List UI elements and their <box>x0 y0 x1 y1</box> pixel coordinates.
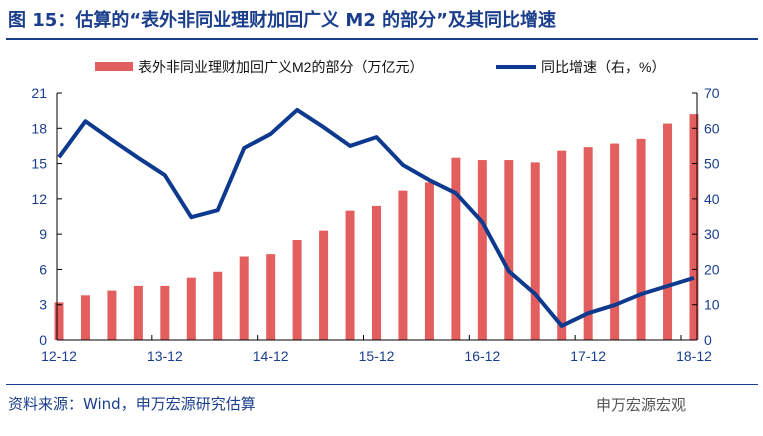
bar-17-06 <box>530 162 540 340</box>
bar-13-12 <box>160 285 170 340</box>
x-tick-label: 17-12 <box>570 348 606 364</box>
y-left-tick-label: 0 <box>39 332 47 348</box>
x-tick-label: 15-12 <box>359 348 395 364</box>
bar-14-12 <box>266 254 276 340</box>
bar-13-03 <box>80 295 90 340</box>
y-right-tick-label: 50 <box>704 156 720 172</box>
x-tick-label: 13-12 <box>147 348 183 364</box>
bar-17-09 <box>557 150 567 340</box>
bar-17-12 <box>583 147 593 340</box>
y-left-tick-label: 3 <box>39 297 47 313</box>
y-right-tick-label: 70 <box>704 85 720 101</box>
y-left-tick-label: 15 <box>31 156 47 172</box>
legend-bar-label: 表外非同业理财加回广义M2的部分（万亿元） <box>138 59 423 75</box>
footer-divider <box>6 384 758 385</box>
title-divider <box>6 38 758 40</box>
bar-16-12 <box>477 160 487 340</box>
y-left-tick-label: 6 <box>39 261 47 277</box>
y-left-tick-label: 9 <box>39 226 47 242</box>
bar-17-03 <box>504 160 514 340</box>
bar-13-06 <box>107 290 117 340</box>
y-left-tick-label: 18 <box>31 120 47 136</box>
y-right-tick-label: 10 <box>704 297 720 313</box>
legend-line-label: 同比增速（右，%） <box>541 59 665 75</box>
y-right-tick-label: 0 <box>704 332 712 348</box>
x-tick-label: 14-12 <box>253 348 289 364</box>
y-right-tick-label: 40 <box>704 191 720 207</box>
bar-18-06 <box>636 138 646 340</box>
bar-16-06 <box>424 182 434 340</box>
x-tick-label: 12-12 <box>41 348 77 364</box>
y-right-tick-label: 30 <box>704 226 720 242</box>
bar-13-09 <box>133 285 143 340</box>
legend-bar-swatch <box>95 62 133 71</box>
x-tick-label: 16-12 <box>464 348 500 364</box>
x-tick-label: 18-12 <box>676 348 712 364</box>
bar-18-03 <box>610 143 620 340</box>
bar-12-12 <box>54 302 64 340</box>
bar-16-09 <box>451 157 461 340</box>
y-left-tick-label: 12 <box>31 191 47 207</box>
chart: 表外非同业理财加回广义M2的部分（万亿元） 同比增速（右，%） 0 3 6 9 12 15 18… <box>31 59 720 364</box>
bar-14-09 <box>239 256 249 340</box>
bar-15-12 <box>372 205 381 340</box>
bar-14-03 <box>186 277 196 340</box>
y-right-tick-label: 60 <box>704 120 720 136</box>
source-note: 资料来源：Wind，申万宏源研究估算 <box>8 395 256 413</box>
bar-15-03 <box>292 240 302 340</box>
bar-15-09 <box>345 210 355 340</box>
bar-16-03 <box>398 190 408 340</box>
bar-18-12 <box>689 114 699 341</box>
y-right-tick-label: 20 <box>704 261 720 277</box>
chart-title: 图 15：估算的“表外非同业理财加回广义 M2 的部分”及其同比增速 <box>8 10 556 31</box>
bar-18-09 <box>663 123 673 340</box>
bar-14-06 <box>213 271 223 340</box>
bar-15-06 <box>319 230 329 340</box>
y-left-tick-label: 21 <box>31 85 47 101</box>
watermark: 申万宏源宏观 <box>596 396 687 414</box>
